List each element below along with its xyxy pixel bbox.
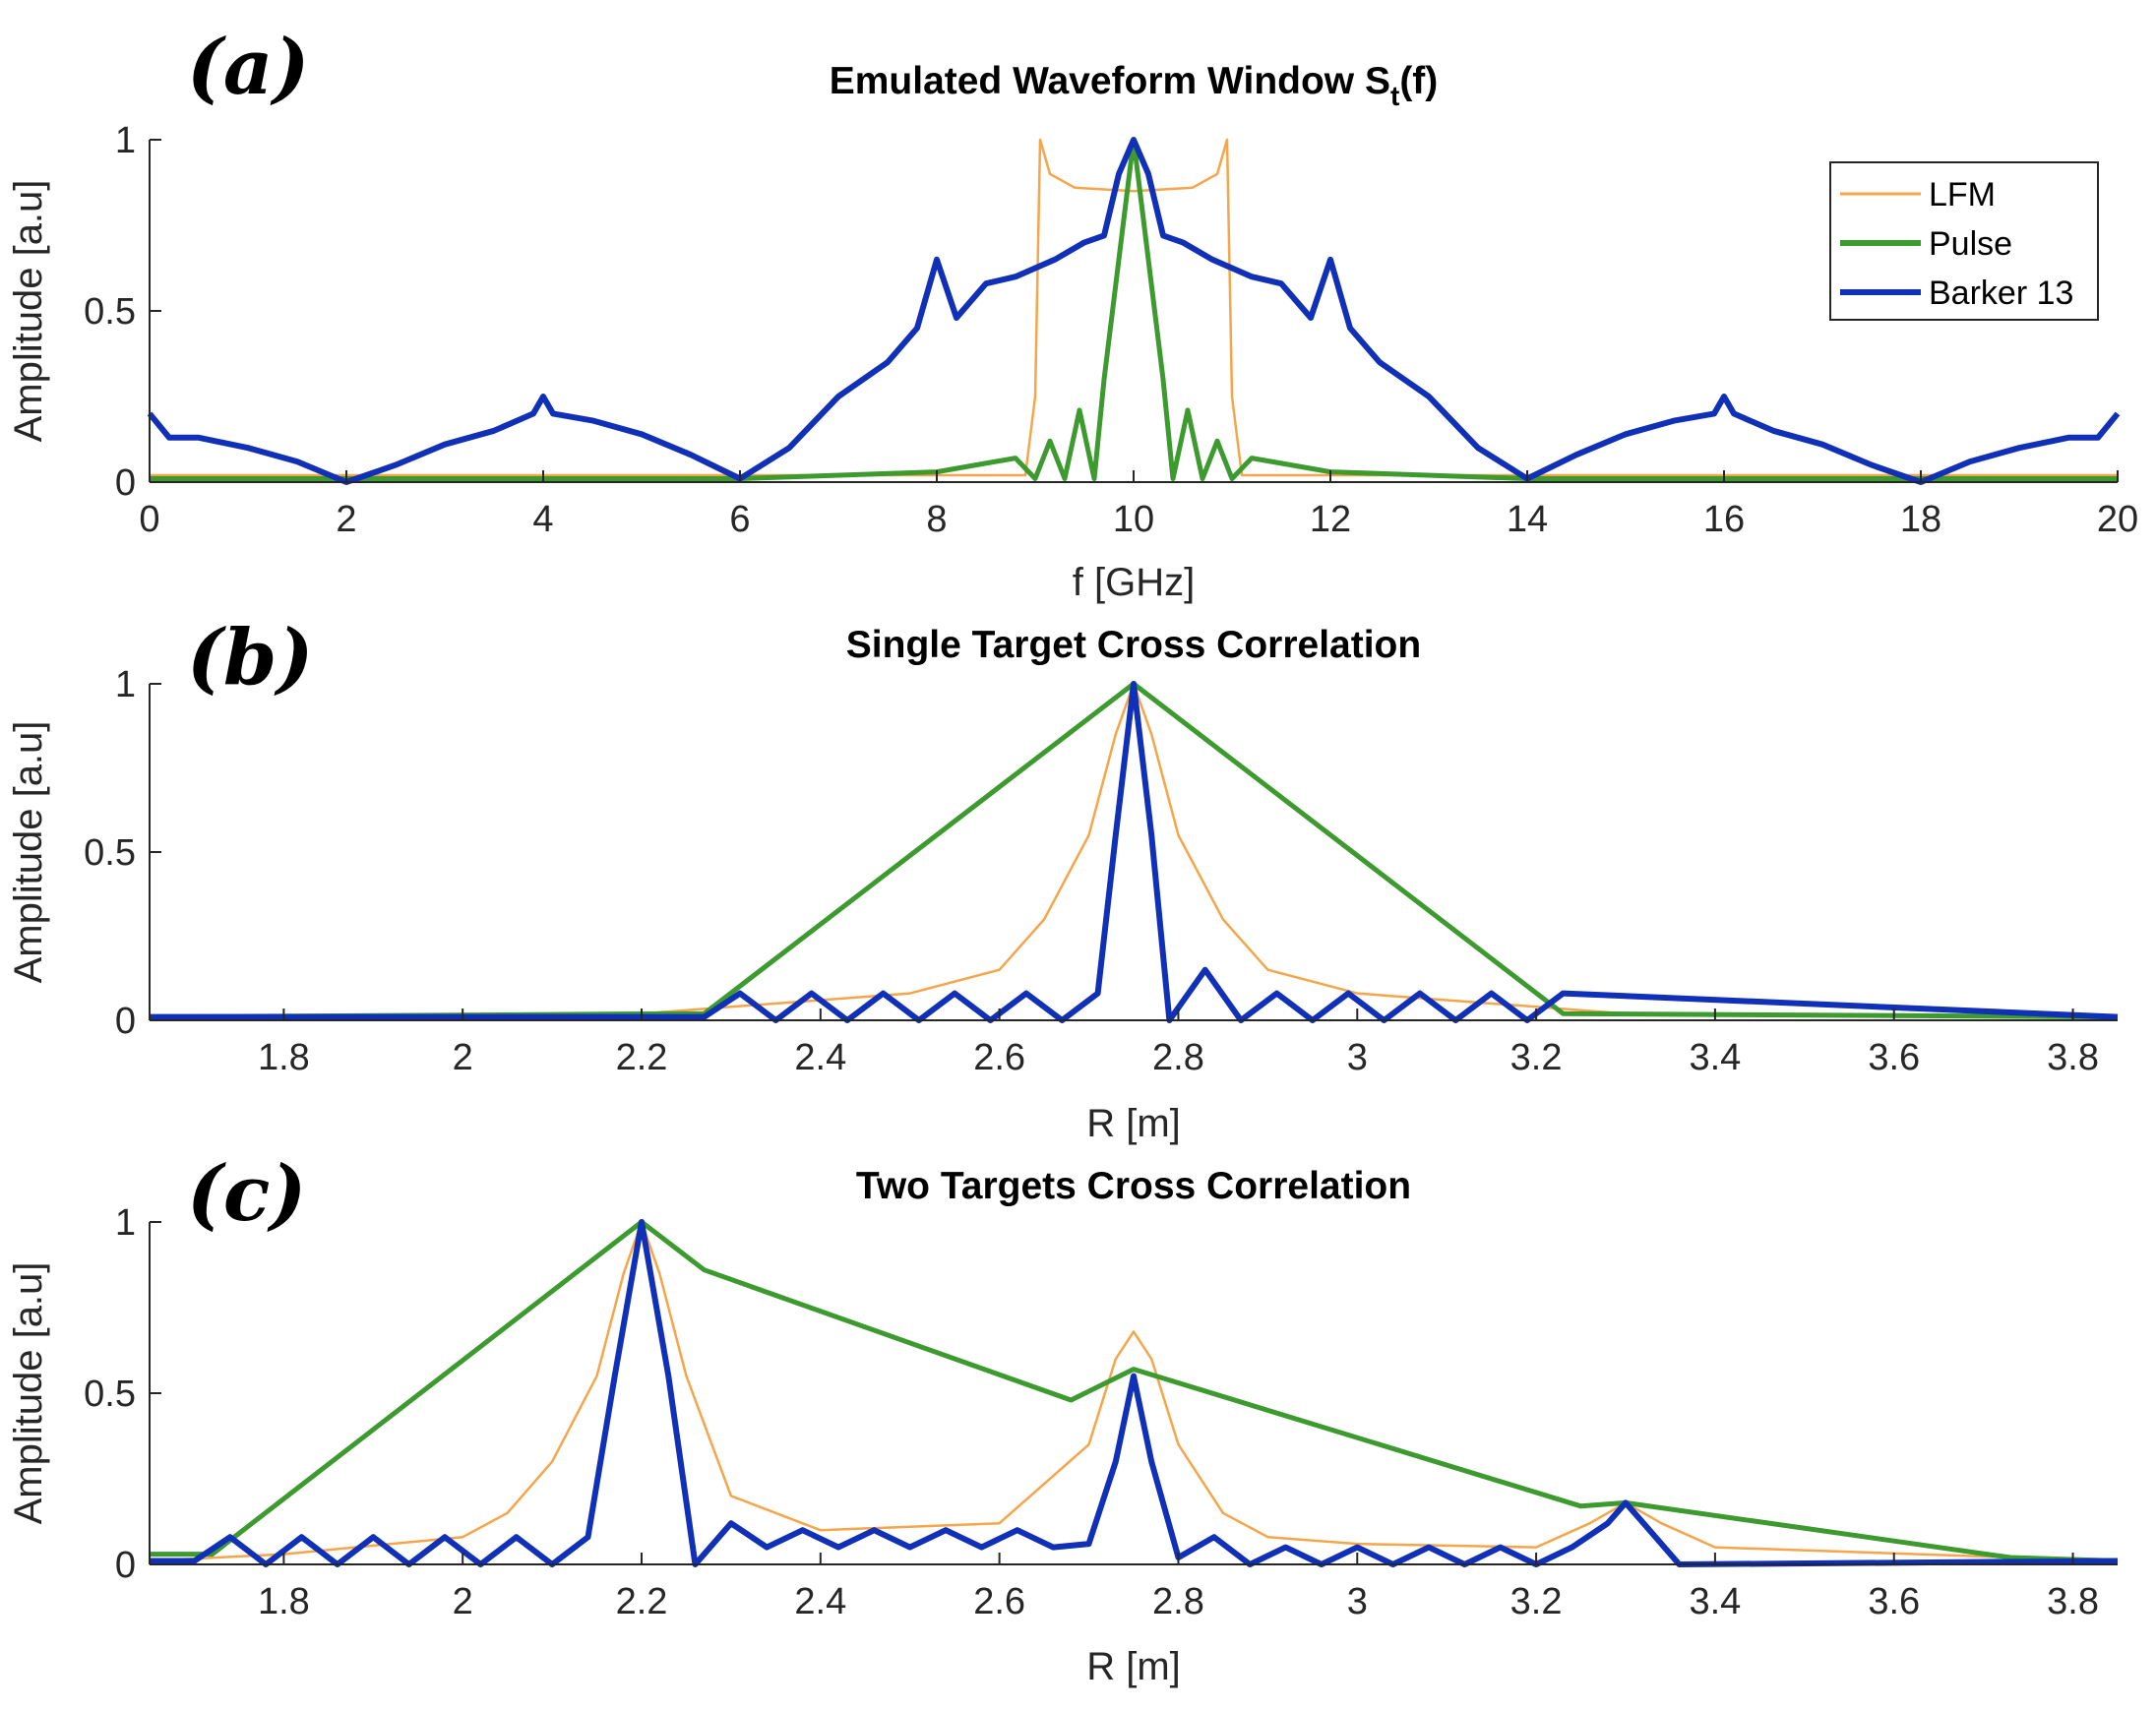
panel-a-y-tick-label: 0 [115,462,136,504]
panel-b-x-tick-label: 1.8 [258,1037,310,1078]
panel-c-x-tick-label: 3 [1347,1581,1368,1622]
panel-c-series-lfm [149,1220,2119,1562]
panel-b-x-tick-label: 3 [1347,1037,1368,1078]
panel-a-tag: (a) [187,23,309,112]
panel-b-title-text: Single Target Cross Correlation [846,624,1421,666]
panel-c-x-tick-label: 3.2 [1510,1581,1563,1622]
legend-label-barker: Barker 13 [1929,275,2073,312]
panel-a-x-tick-label: 8 [926,499,947,540]
panel-c-x-tick-label: 1.8 [258,1581,310,1622]
panel-b-x-tick-label: 3.6 [1868,1037,1920,1078]
panel-b-series-barker [150,681,2119,1023]
panel-a-x-tick-label: 0 [139,499,159,540]
panel-b-x-tick-label: 3.2 [1510,1037,1563,1078]
panel-a-series-lfm [150,138,2118,477]
panel-c-x-tick-label: 3.8 [2047,1581,2099,1622]
panel-b-x-tick-label: 3.8 [2047,1037,2099,1078]
panel-c-x-tick-label: 2.2 [616,1581,668,1622]
panel-b-y-tick-label: 0 [115,1001,136,1042]
panel-c-x-tick-label: 3.4 [1689,1581,1741,1622]
panel-b-x-tick-label: 2.8 [1152,1037,1204,1078]
panel-a-title: Emulated Waveform Window St(f) [830,60,1439,111]
panel-a-title-text: Emulated Waveform Window S [830,60,1390,102]
panel-c-x-tick-label: 2.8 [1152,1581,1204,1622]
panel-c-x-tick-label: 2.4 [794,1581,846,1622]
legend-label-pulse: Pulse [1929,225,2012,263]
panel-c-y-tick-label: 0.5 [84,1374,136,1415]
panel-b-x-tick-label: 2.4 [794,1037,846,1078]
panel-b-x-tick-label: 3.4 [1689,1037,1741,1078]
panel-a-x-tick-label: 14 [1507,499,1548,540]
panel-c-x-tick-label: 3.6 [1868,1581,1920,1622]
panel-b-tag: (b) [187,613,313,703]
panel-b-x-tick-label: 2 [453,1037,473,1078]
panel-c-y-tick-label: 1 [115,1202,136,1244]
panel-b-title: Single Target Cross Correlation [846,624,1421,666]
panel-c-series-pulse [150,1219,2119,1563]
panel-c-x-tick-label: 2 [453,1581,473,1622]
panel-c-x-axis-label: R [m] [1086,1645,1181,1688]
panel-b-x-axis-label: R [m] [1086,1102,1181,1145]
panel-a-series-barker [147,137,2121,485]
panel-a-x-tick-label: 2 [336,499,356,540]
panel-a-title-suffix: (f) [1399,60,1438,102]
panel-a-x-tick-label: 20 [2097,499,2138,540]
panel-b-x-tick-label: 2.6 [973,1037,1025,1078]
panel-a-x-axis-label: f [GHz] [1073,561,1195,604]
panel-a-x-tick-label: 10 [1113,499,1154,540]
panel-b-y-axis-label: Amplitude [a.u] [7,721,50,984]
legend-label-lfm: LFM [1929,176,1996,214]
panel-b-x-tick-label: 2.2 [616,1037,668,1078]
panel-a-y-axis-label: Amplitude [a.u] [7,180,50,443]
panel-c-series-barker [150,1219,2119,1567]
panel-a-y-tick-label: 1 [115,120,136,161]
panel-a-x-tick-label: 6 [729,499,750,540]
panel-a-x-tick-label: 18 [1900,499,1941,540]
panel-c-title-text: Two Targets Cross Correlation [856,1165,1411,1207]
panel-b-y-tick-label: 0.5 [84,832,136,874]
panel-a-y-tick-label: 0.5 [84,291,136,333]
panel-a-x-tick-label: 16 [1703,499,1745,540]
panel-c-tag: (c) [187,1149,306,1239]
panel-c-title: Two Targets Cross Correlation [856,1165,1411,1207]
panel-a-x-tick-label: 4 [532,499,553,540]
panel-b-y-tick-label: 1 [115,664,136,705]
panel-a-x-tick-label: 12 [1310,499,1351,540]
panel-c-y-axis-label: Amplitude [a.u] [7,1262,50,1525]
panel-c-y-tick-label: 0 [115,1545,136,1586]
panel-b-series-pulse [149,681,2119,1020]
panel-b-series-lfm [149,682,2119,1018]
panel-c-x-tick-label: 2.6 [973,1581,1025,1622]
panel-a-title-subscript: t [1390,81,1399,111]
